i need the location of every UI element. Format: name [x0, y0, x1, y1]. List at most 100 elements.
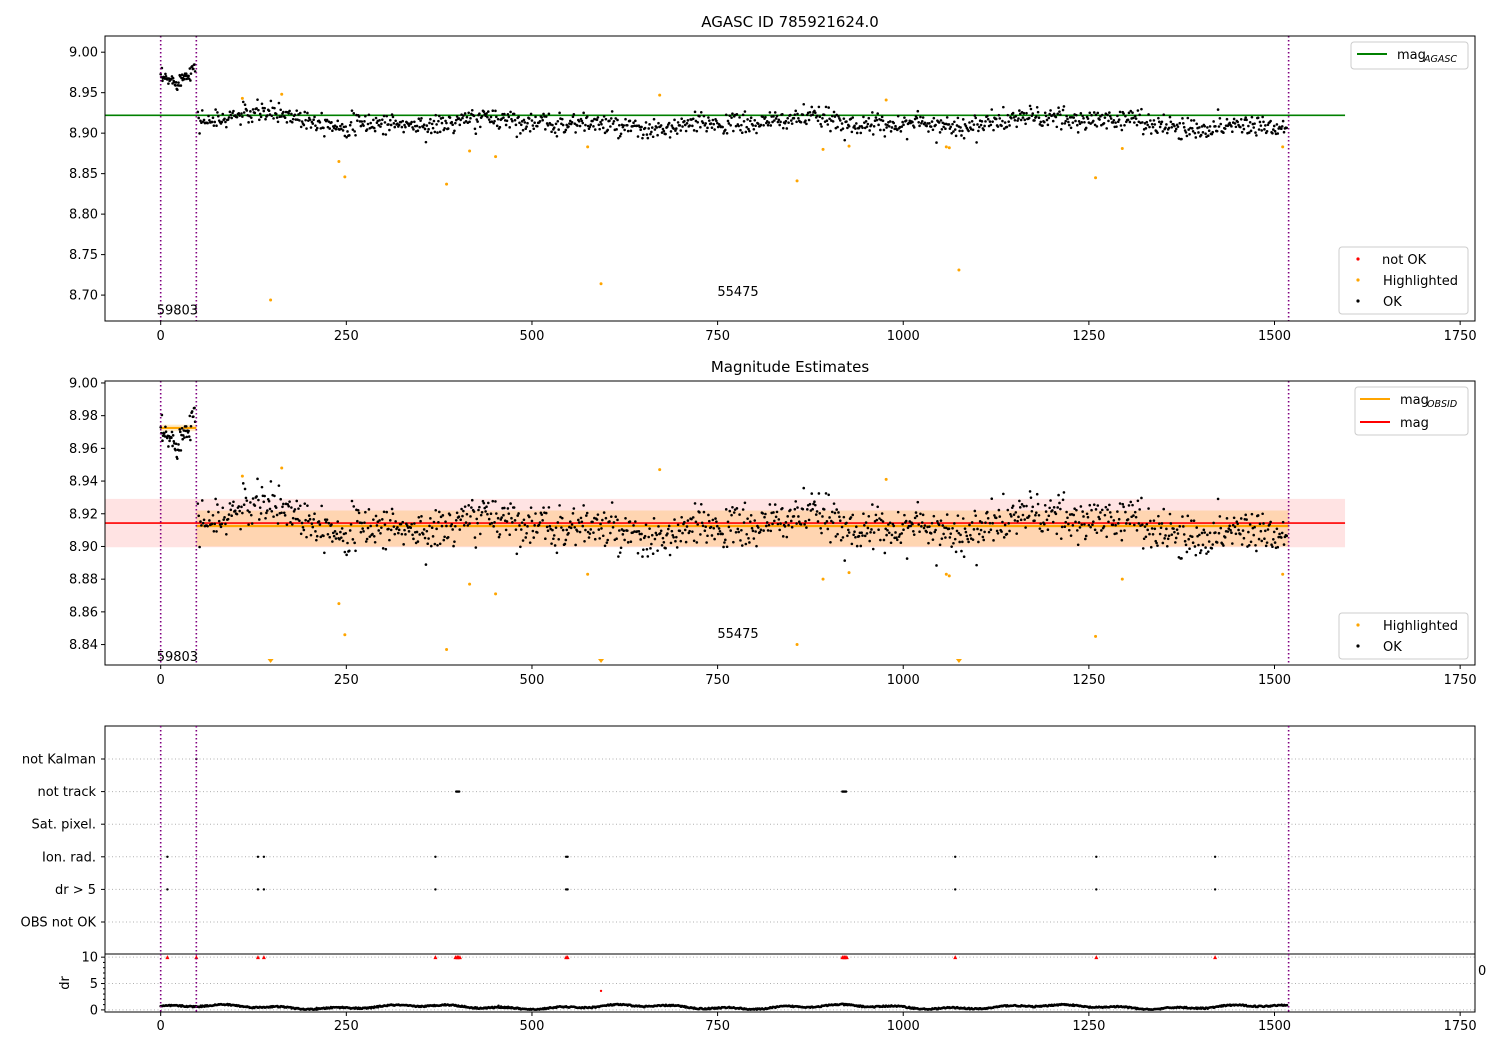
ok-point: [696, 120, 700, 124]
ok-point: [851, 513, 855, 517]
ok-point: [768, 111, 772, 114]
ok-point: [1247, 124, 1250, 128]
ok-point: [1214, 531, 1217, 534]
ok-point: [282, 502, 285, 506]
ok-point: [318, 523, 322, 526]
ok-point: [544, 115, 548, 118]
ok-point: [571, 512, 575, 515]
ok-point: [572, 113, 576, 116]
ok-point: [362, 530, 365, 533]
ok-point: [1207, 540, 1211, 543]
ok-point: [227, 513, 231, 516]
ok-point: [1096, 111, 1100, 115]
y-tick-label: 8.95: [69, 86, 98, 101]
ok-point: [676, 121, 680, 124]
y-tick-label: 8.75: [69, 248, 98, 263]
ok-point: [541, 118, 544, 122]
ok-point: [803, 523, 806, 526]
flag-label: dr > 5: [55, 883, 96, 898]
ok-point: [786, 116, 789, 120]
ok-point: [599, 522, 602, 526]
ok-point: [255, 495, 258, 498]
ok-point: [1107, 119, 1110, 123]
ok-point: [582, 504, 585, 507]
ok-point: [557, 128, 560, 131]
ok-point: [1071, 523, 1075, 527]
ok-point: [1115, 532, 1118, 535]
ok-point: [520, 120, 524, 123]
ok-point: [977, 540, 980, 544]
ok-point: [511, 119, 514, 123]
dr-clipped-marker: [1094, 955, 1099, 960]
ok-point: [250, 120, 254, 124]
ok-point: [437, 114, 441, 118]
mag-obsid-band: [196, 510, 1289, 547]
ok-point: [923, 121, 927, 125]
ok-point: [1090, 113, 1093, 117]
ok-point: [183, 436, 186, 439]
ok-point: [724, 128, 727, 132]
ok-point: [384, 133, 388, 136]
ok-point: [657, 121, 660, 125]
ok-point: [174, 84, 177, 87]
ok-point: [304, 118, 307, 122]
ok-point: [257, 498, 260, 502]
ok-point: [503, 506, 506, 510]
ok-point: [1041, 124, 1044, 127]
ok-point: [774, 515, 778, 519]
ok-point: [283, 116, 287, 120]
ok-point: [475, 517, 479, 521]
ok-point: [495, 124, 499, 128]
ok-point: [883, 551, 887, 555]
ok-point: [728, 509, 732, 513]
ok-point: [789, 519, 793, 523]
ok-point: [245, 109, 249, 112]
ok-point: [187, 74, 190, 78]
ok-point: [330, 121, 333, 124]
ok-point: [1043, 503, 1047, 507]
ok-point: [804, 119, 807, 122]
ok-point: [1128, 522, 1132, 526]
ok-point: [1055, 125, 1059, 129]
ok-point: [1174, 541, 1177, 544]
ok-point: [389, 528, 393, 532]
ok-point: [260, 485, 264, 489]
ok-point: [189, 79, 192, 82]
flag-point: [1213, 888, 1217, 891]
ok-point: [609, 125, 612, 128]
ok-point: [557, 537, 560, 541]
ok-point: [1149, 519, 1152, 523]
ok-point: [743, 501, 747, 505]
ok-point: [181, 434, 185, 437]
ok-point: [1247, 131, 1251, 134]
ok-point: [773, 111, 777, 114]
ok-point: [1263, 537, 1266, 541]
ok-point: [1226, 530, 1230, 533]
ok-point: [1121, 502, 1125, 506]
ok-point: [686, 519, 690, 522]
ok-point: [787, 523, 790, 527]
ok-point: [1281, 119, 1285, 123]
ok-point: [705, 129, 708, 133]
ok-point: [878, 517, 881, 520]
ok-point: [742, 521, 746, 524]
x-tick-label: 1250: [1072, 673, 1105, 688]
ok-point: [491, 499, 495, 503]
ok-point: [669, 130, 673, 133]
ok-point: [580, 119, 584, 123]
ok-point: [940, 127, 944, 131]
ok-point: [275, 513, 279, 517]
ok-point: [1006, 508, 1010, 512]
ok-point: [208, 118, 211, 122]
ok-point: [989, 528, 993, 532]
ok-point: [1092, 111, 1096, 114]
ok-point: [461, 116, 464, 120]
ok-point: [198, 545, 201, 549]
ok-point: [405, 524, 409, 527]
ok-point: [221, 112, 225, 116]
ok-point: [821, 117, 824, 120]
ok-point: [421, 125, 425, 129]
ok-point: [276, 522, 280, 525]
ok-point: [1239, 125, 1242, 129]
ok-point: [1260, 539, 1264, 543]
